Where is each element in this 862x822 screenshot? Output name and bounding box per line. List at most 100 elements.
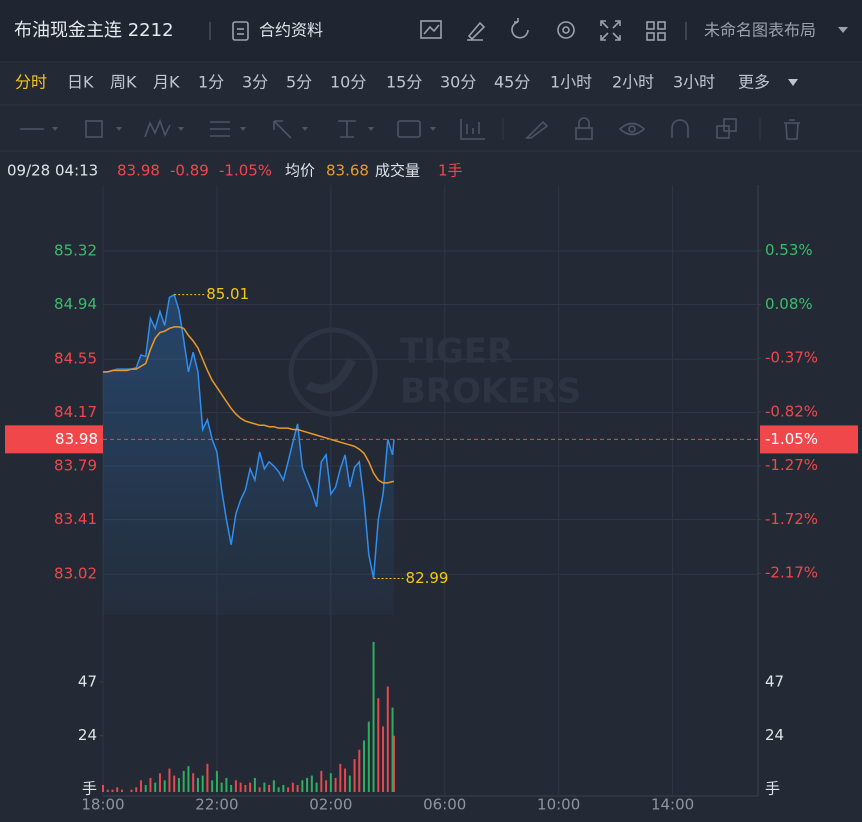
info-line: 09/28 04:13 83.98 -0.89 -1.05% 均价 83.68 … (7, 162, 463, 180)
volume-unit: 手 (82, 780, 97, 798)
dropdown-arrow (838, 27, 848, 33)
volume-bar (211, 780, 214, 792)
y-tick-label: 83.79 (54, 457, 97, 475)
watermark: TIGER (400, 332, 513, 372)
tab[interactable]: 更多 (738, 73, 770, 92)
reset-button[interactable] (511, 18, 529, 39)
volume-bar (234, 780, 237, 792)
contract-info-button[interactable]: 合约资料 (232, 21, 323, 41)
tab[interactable]: 日K (67, 73, 94, 92)
volume-tick-label: 24 (78, 726, 97, 744)
layout-button[interactable] (646, 21, 666, 41)
volume-bar (230, 784, 233, 792)
tab[interactable]: 3小时 (673, 73, 715, 92)
arrow-tool[interactable] (273, 120, 308, 139)
y2-tick-label: -1.27% (765, 456, 818, 474)
icon (511, 18, 529, 39)
volume-bar (358, 749, 361, 792)
wave-tool[interactable] (144, 118, 184, 138)
magnet-tool[interactable] (671, 119, 689, 138)
volume-bar (315, 782, 318, 792)
tab[interactable]: 周K (110, 73, 137, 92)
current-change-box (760, 425, 858, 454)
delete-tool[interactable] (784, 119, 800, 140)
brush-tool[interactable] (525, 120, 549, 139)
x-tick-label: 18:00 (81, 796, 124, 814)
volume-bar (320, 770, 323, 792)
volume-bar (102, 784, 104, 792)
tab[interactable]: 月K (153, 73, 180, 92)
x-tick-label: 22:00 (195, 796, 238, 814)
min-label: 82.99 (406, 569, 449, 587)
volume-bar (296, 784, 299, 792)
arrow (178, 127, 184, 131)
y-tick-label: 83.41 (54, 510, 97, 528)
current-price-box (5, 425, 103, 454)
y2-tick-label: -2.17% (765, 564, 818, 582)
layout-menu[interactable]: 未命名图表布局 (704, 21, 848, 40)
volume-bar (325, 780, 328, 792)
volume: 1手 (438, 162, 463, 180)
tab[interactable]: 15分 (386, 73, 422, 92)
tab[interactable]: 3分 (242, 73, 268, 92)
tab[interactable]: 45分 (494, 73, 530, 92)
price-area (103, 294, 394, 615)
line-tool[interactable] (20, 127, 58, 131)
volume-bar (244, 784, 247, 792)
tab[interactable]: 5分 (286, 73, 312, 92)
icon (273, 120, 292, 139)
draw-button[interactable] (467, 21, 486, 41)
y-tick-label: 84.55 (54, 350, 97, 368)
volume-bar (339, 763, 342, 792)
watermark: BROKERS (400, 372, 581, 412)
arrow (116, 127, 122, 131)
icon (657, 21, 666, 30)
volume-bar (291, 782, 294, 792)
watermark-logo (305, 357, 357, 394)
icon (460, 119, 485, 140)
tab[interactable]: 1分 (198, 73, 224, 92)
change: -0.89 (170, 162, 209, 180)
fib-tool[interactable] (210, 121, 246, 137)
volume-bar (392, 735, 395, 792)
volume-bar (239, 782, 242, 792)
volume-bar (225, 777, 228, 792)
volume-label: 成交量 (375, 162, 420, 180)
icon (144, 118, 171, 138)
volume-bar (168, 768, 171, 792)
volume-bar (220, 782, 223, 792)
y2-tick-label: 0.53% (765, 241, 813, 259)
volume-bar (372, 641, 375, 792)
tab[interactable]: 30分 (440, 73, 476, 92)
icon (628, 125, 636, 133)
tab[interactable]: 1小时 (550, 73, 592, 92)
volume-bar (206, 763, 209, 792)
volume-bar (163, 780, 166, 792)
avg: 83.68 (326, 162, 369, 180)
max-label: 85.01 (206, 285, 249, 303)
x-tick-label: 14:00 (651, 796, 694, 814)
more-arrow[interactable] (788, 79, 798, 86)
visibility-tool[interactable] (618, 122, 646, 136)
text-tool[interactable] (397, 120, 436, 138)
tab[interactable]: 10分 (330, 73, 366, 92)
icon (338, 120, 356, 138)
volume-bar (154, 782, 157, 792)
volume-bar (253, 777, 256, 792)
measure-tool[interactable] (338, 120, 374, 138)
volume-bar (130, 789, 133, 792)
price-line (103, 293, 395, 579)
indicator-tool[interactable] (460, 119, 485, 140)
chart-type-button[interactable] (420, 20, 442, 39)
settings-button[interactable] (557, 21, 575, 39)
clone-tool[interactable] (716, 118, 737, 139)
rect-tool[interactable] (85, 120, 122, 138)
volume-bar (173, 775, 176, 792)
tab[interactable]: 分时 (15, 73, 47, 92)
icon (525, 120, 549, 139)
volume-bar (201, 775, 204, 792)
lock-tool[interactable] (575, 117, 593, 140)
fullscreen-button[interactable] (600, 20, 621, 41)
tab[interactable]: 2小时 (612, 73, 654, 92)
volume-bar (192, 773, 195, 792)
